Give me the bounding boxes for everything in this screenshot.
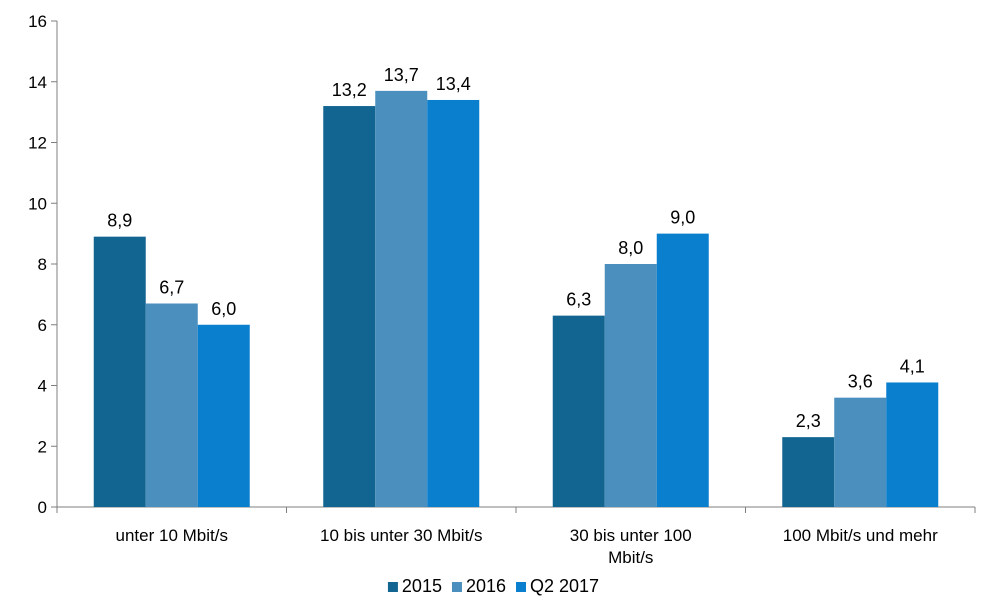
legend-swatch bbox=[387, 582, 398, 592]
y-tick-label: 14 bbox=[28, 73, 47, 92]
x-tick-label: 30 bis unter 100 Mbit/s bbox=[570, 526, 692, 567]
y-tick-label: 2 bbox=[38, 437, 47, 456]
legend: 2015 2016 Q2 2017 bbox=[387, 576, 599, 596]
x-tick-label-line: 30 bis unter 100 bbox=[570, 526, 692, 545]
data-label: 6,3 bbox=[566, 290, 591, 310]
y-tick-label: 12 bbox=[28, 134, 47, 153]
x-tick-label-line: 10 bis unter 30 Mbit/s bbox=[320, 526, 483, 545]
legend-label: 2015 bbox=[402, 576, 442, 596]
bar bbox=[375, 90, 428, 508]
data-label: 9,0 bbox=[670, 208, 695, 228]
data-label: 8,0 bbox=[618, 238, 643, 258]
axes: 0 2 4 6 8 10 12 14 16 unter 10 Mbit/s 10 bis unter… bbox=[28, 12, 976, 567]
x-tick-label-line: Mbit/s bbox=[608, 548, 653, 567]
x-tick-label-line: unter 10 Mbit/s bbox=[116, 526, 228, 545]
legend-label: Q2 2017 bbox=[530, 576, 599, 596]
x-tick-label: 100 Mbit/s und mehr bbox=[783, 526, 938, 545]
data-labels: 8,9 6,7 6,0 13,2 13,7 13,4 6,3 8,0 9,0 2,3 3,6 4,1 bbox=[107, 65, 925, 431]
legend-swatch bbox=[516, 582, 527, 592]
y-tick-label: 0 bbox=[38, 498, 47, 517]
data-label: 4,1 bbox=[900, 356, 925, 376]
data-label: 8,9 bbox=[107, 211, 132, 231]
y-tick-label: 6 bbox=[38, 316, 47, 335]
bars bbox=[93, 90, 939, 508]
data-label: 3,6 bbox=[848, 372, 873, 392]
bar bbox=[656, 233, 709, 507]
data-label: 13,2 bbox=[332, 80, 367, 100]
bar bbox=[197, 324, 250, 507]
y-tick-label: 16 bbox=[28, 12, 47, 31]
data-label: 13,4 bbox=[436, 74, 471, 94]
y-tick-label: 4 bbox=[38, 377, 47, 396]
bar bbox=[834, 397, 887, 507]
bar bbox=[93, 236, 146, 507]
data-label: 2,3 bbox=[796, 411, 821, 431]
data-label: 6,0 bbox=[211, 299, 236, 319]
legend-label: 2016 bbox=[466, 576, 506, 596]
bar bbox=[552, 315, 605, 507]
x-tick-label: 10 bis unter 30 Mbit/s bbox=[320, 526, 483, 545]
bar bbox=[145, 303, 198, 507]
bar bbox=[782, 437, 835, 507]
bar bbox=[604, 264, 657, 507]
x-tick-label-line: 100 Mbit/s und mehr bbox=[783, 526, 938, 545]
x-tick-label: unter 10 Mbit/s bbox=[116, 526, 228, 545]
legend-swatch bbox=[451, 582, 462, 592]
bar bbox=[427, 99, 480, 507]
y-tick-label: 8 bbox=[38, 255, 47, 274]
y-tick-label: 10 bbox=[28, 194, 47, 213]
bar bbox=[886, 382, 939, 507]
bar bbox=[323, 106, 376, 508]
data-label: 6,7 bbox=[159, 277, 184, 297]
data-label: 13,7 bbox=[384, 65, 419, 85]
